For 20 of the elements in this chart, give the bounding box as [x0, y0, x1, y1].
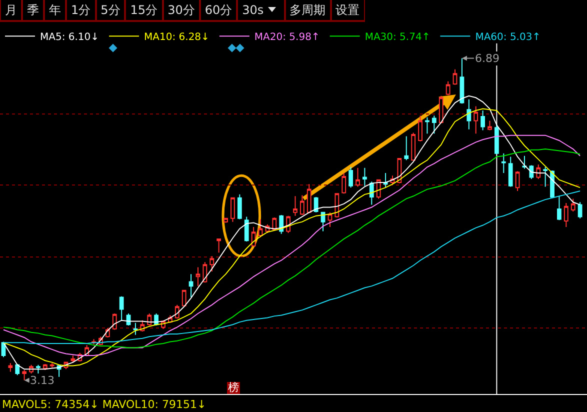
annotation: 多周期	[284, 0, 331, 21]
annotation: 设置	[330, 0, 365, 21]
annotation: 6.89	[475, 52, 500, 65]
annotation: 榜	[227, 381, 240, 394]
legend-label: MA5: 6.10↓	[40, 32, 100, 44]
legend-label: MA60: 5.03↑	[475, 32, 541, 44]
annotation: 5分	[96, 0, 126, 21]
legend-label: MA20: 5.98↑	[254, 32, 320, 44]
annotation: 季	[22, 0, 44, 21]
annotation: 年	[44, 0, 66, 21]
annotation: 1分	[66, 0, 96, 21]
legend-label: MA30: 5.74↑	[364, 32, 430, 44]
annotation: 60分	[200, 0, 238, 21]
annotation: 15分	[125, 0, 163, 21]
text: MAVOL5: 74354↓ MAVOL10: 79151↓	[2, 398, 206, 411]
legend-label: MA10: 6.28↓	[144, 32, 210, 44]
annotation: 3.13	[30, 374, 54, 387]
annotation: 30s	[237, 0, 285, 21]
annotation: 30分	[162, 0, 200, 21]
annotation: 月	[0, 0, 22, 21]
